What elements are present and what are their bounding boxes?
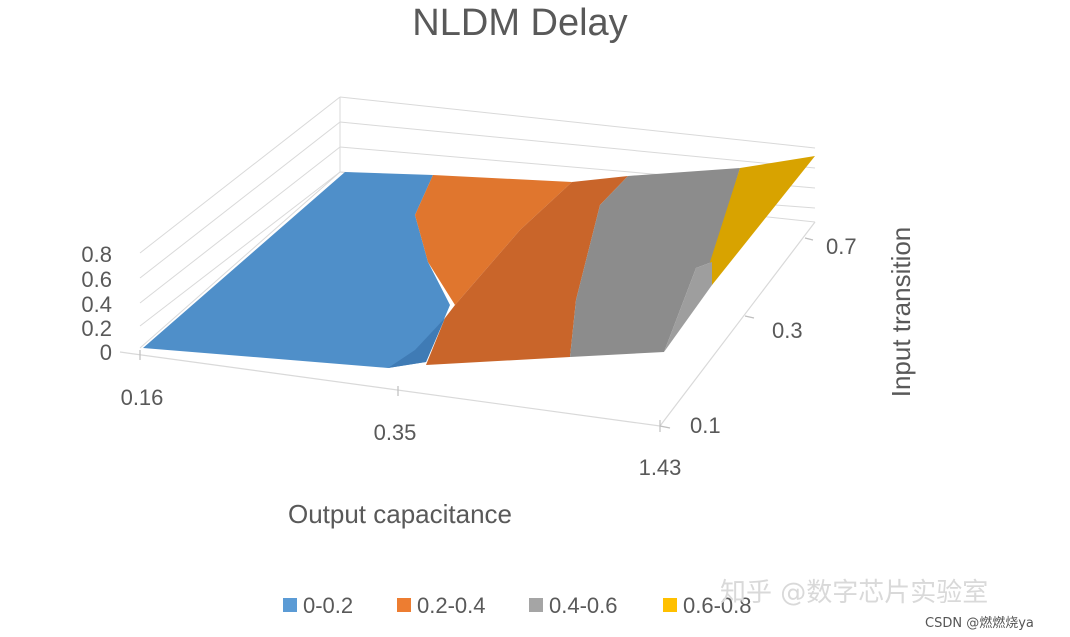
y-tick-labels: 0.1 0.3 0.7 [690, 234, 857, 438]
surface [143, 156, 815, 368]
x-axis-title: Output capacitance [288, 499, 512, 529]
legend-label: 0.2-0.4 [417, 593, 486, 618]
y-tick-label: 0.1 [690, 413, 721, 438]
legend-label: 0.6-0.8 [683, 593, 752, 618]
band-0.2-0.4 [415, 175, 572, 305]
legend-swatch [663, 598, 677, 612]
z-tick-label: 0.8 [81, 242, 112, 267]
tick-marks [139, 237, 814, 432]
legend-swatch [283, 598, 297, 612]
y-axis-line [659, 221, 816, 427]
tick-mark-y-1 [744, 315, 755, 319]
chart-title: NLDM Delay [412, 2, 628, 44]
legend-swatch [529, 598, 543, 612]
legend-label: 0.4-0.6 [549, 593, 618, 618]
band-0-0.2 [143, 172, 450, 368]
legend-swatch [397, 598, 411, 612]
floor-axes [119, 221, 816, 427]
gridline-back-0-6 [139, 121, 341, 279]
legend-label: 0-0.2 [303, 593, 353, 618]
z-tick-label: 0.6 [81, 267, 112, 292]
z-tick-label: 0.2 [81, 316, 112, 341]
x-tick-label: 0.16 [121, 385, 164, 410]
y-tick-label: 0.7 [826, 234, 857, 259]
band-0.4-0.6 [570, 168, 740, 357]
band-0.2-0.4-dark [426, 176, 628, 365]
gridline-back-0-8 [139, 96, 341, 254]
x-axis-line [119, 351, 661, 427]
band-0.6-0.8 [710, 156, 815, 285]
band-0.4-0.6-light [664, 262, 712, 352]
gridline-back-0-4 [139, 146, 341, 304]
legend: 0-0.2 0.2-0.4 0.4-0.6 0.6-0.8 [283, 593, 752, 618]
x-tick-labels: 0.16 0.35 1.43 [121, 385, 682, 480]
watermark-zhihu: 知乎 @数字芯片实验室 [720, 578, 989, 608]
band-0-0.2-dark [388, 318, 445, 368]
legend-item: 0.6-0.8 [663, 593, 752, 618]
z-tick-labels: 00.20.40.60.8 [81, 242, 112, 365]
z-tick-label: 0 [100, 340, 112, 365]
watermark-csdn: CSDN @燃燃烧ya [925, 616, 1034, 631]
gridline-back-0 [139, 171, 341, 349]
y-axis-title: Input transition [886, 227, 916, 398]
legend-item: 0.4-0.6 [529, 593, 618, 618]
legend-item: 0.2-0.4 [397, 593, 486, 618]
tick-mark-y-0 [659, 425, 671, 429]
z-tick-label: 0.4 [81, 292, 112, 317]
legend-item: 0-0.2 [283, 593, 353, 618]
x-tick-label: 0.35 [374, 420, 417, 445]
x-tick-label: 1.43 [639, 455, 682, 480]
gridline-back-0-2 [139, 171, 341, 327]
y-tick-label: 0.3 [772, 318, 803, 343]
tick-mark-y-2 [804, 237, 814, 241]
